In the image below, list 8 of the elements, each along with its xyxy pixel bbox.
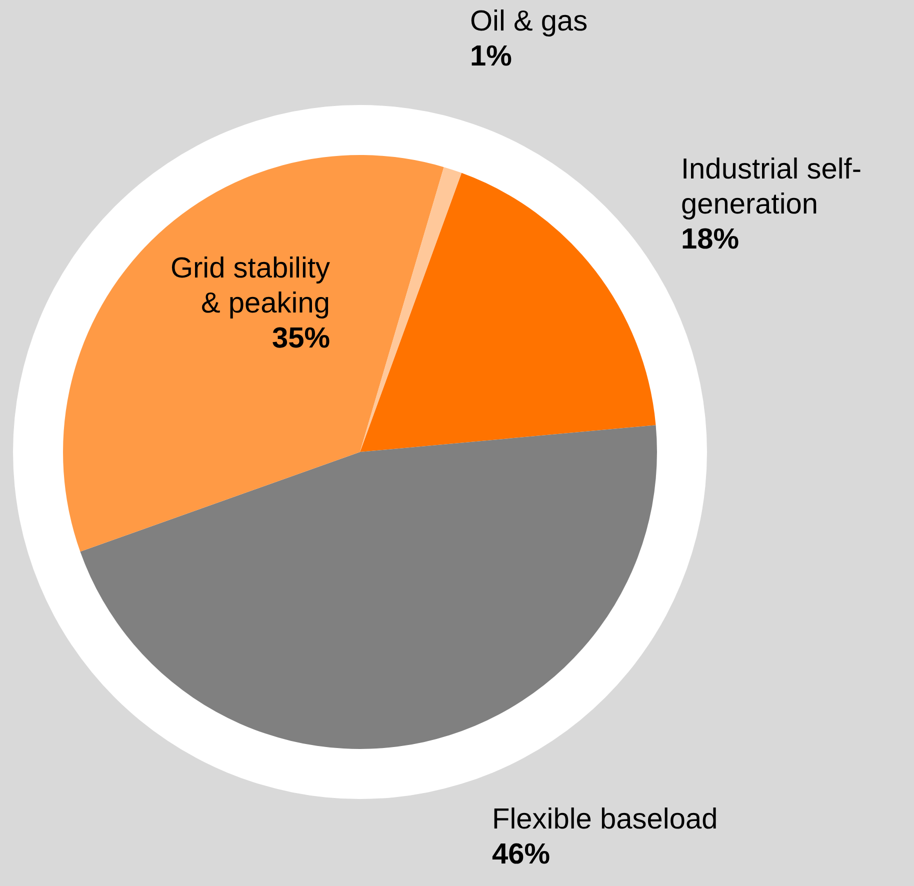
slice-label: Grid stability & peaking [170,252,330,320]
slice-label: Flexible baseload [492,804,718,836]
data-label: 46% [492,838,550,870]
slice-label: Oil & gas [470,6,588,38]
data-label: 35% [272,322,330,354]
slice-label: Industrial self-generation [681,154,862,220]
data-label: 18% [681,224,740,256]
data-label: 1% [470,40,512,72]
